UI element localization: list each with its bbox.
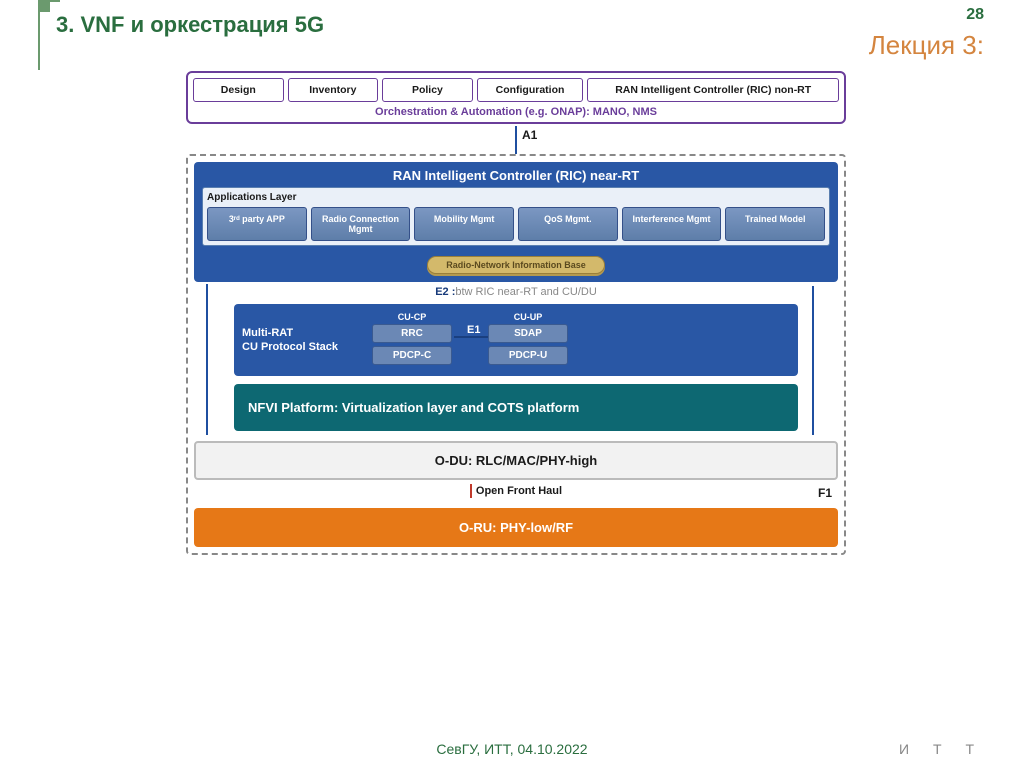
cu-protocol-stack: Multi-RAT CU Protocol Stack E1 CU-CP RRC… <box>234 304 798 376</box>
orchestration-layer: DesignInventoryPolicyConfigurationRAN In… <box>186 71 846 124</box>
open-fronthaul: Open Front Haul <box>194 484 838 504</box>
a1-line <box>515 126 517 154</box>
orchestration-cell: Policy <box>382 78 473 102</box>
cu-cp-block: PDCP-C <box>372 346 452 365</box>
a1-label: A1 <box>522 128 537 142</box>
a1-interface: A1 <box>186 126 846 154</box>
application-cell: QoS Mgmt. <box>518 207 618 241</box>
ric-title: RAN Intelligent Controller (RIC) near-RT <box>200 168 832 183</box>
applications-layer-label: Applications Layer <box>207 192 825 203</box>
slide: 28 3. VNF и оркестрация 5G Лекция 3: Des… <box>0 0 1024 767</box>
cu-up-head: CU-UP <box>488 312 568 322</box>
ofh-tick-icon <box>470 484 472 498</box>
cu-up-block: PDCP-U <box>488 346 568 365</box>
application-cell: Trained Model <box>725 207 825 241</box>
ric-near-rt: RAN Intelligent Controller (RIC) near-RT… <box>194 162 838 282</box>
cu-up-block: SDAP <box>488 324 568 343</box>
application-cell: Mobility Mgmt <box>414 207 514 241</box>
rnib-wrap: Radio-Network Information Base <box>200 256 832 274</box>
orchestration-cell: Inventory <box>288 78 379 102</box>
nfvi-platform: NFVI Platform: Virtualization layer and … <box>234 384 798 431</box>
page-number: 28 <box>966 6 984 24</box>
application-cell: 3ʳᵈ party APP <box>207 207 307 241</box>
architecture-diagram: DesignInventoryPolicyConfigurationRAN In… <box>186 71 846 555</box>
rnib: Radio-Network Information Base <box>427 256 605 274</box>
e1-line <box>454 336 488 338</box>
e2-bold: E2 : <box>435 286 455 298</box>
slide-footer: СевГУ, ИТТ, 04.10.2022 <box>0 741 1024 757</box>
e2-text: btw RIC near-RT and CU/DU <box>455 286 596 298</box>
orchestration-cell: RAN Intelligent Controller (RIC) non-RT <box>587 78 839 102</box>
cu-cp-column: CU-CP RRC PDCP-C <box>372 312 452 368</box>
lecture-label: Лекция 3: <box>869 30 984 61</box>
cu-cp-head: CU-CP <box>372 312 452 322</box>
e2-interface: E2 :btw RIC near-RT and CU/DU <box>194 286 838 298</box>
left-bus-line <box>206 284 208 435</box>
cu-cp-block: RRC <box>372 324 452 343</box>
cu-label-2: CU Protocol Stack <box>242 340 372 354</box>
itt-mark: И Т Т <box>899 741 984 757</box>
o-du: O-DU: RLC/MAC/PHY-high <box>194 441 838 480</box>
f1-line <box>812 286 814 435</box>
e1-label: E1 <box>467 324 480 336</box>
slide-title: 3. VNF и оркестрация 5G <box>56 12 324 38</box>
application-cell: Radio Connection Mgmt <box>311 207 411 241</box>
orchestration-footer: Orchestration & Automation (e.g. ONAP): … <box>193 106 839 118</box>
orchestration-cell: Configuration <box>477 78 584 102</box>
application-cell: Interference Mgmt <box>622 207 722 241</box>
cu-label-1: Multi-RAT <box>242 326 372 340</box>
dashed-container: F1 RAN Intelligent Controller (RIC) near… <box>186 154 846 555</box>
cu-columns: E1 CU-CP RRC PDCP-C CU-UP SDAP PDCP-U <box>372 312 568 368</box>
applications-row: 3ʳᵈ party APPRadio Connection MgmtMobili… <box>207 207 825 241</box>
cu-left-label: Multi-RAT CU Protocol Stack <box>242 326 372 355</box>
orchestration-cell: Design <box>193 78 284 102</box>
o-ru: O-RU: PHY-low/RF <box>194 508 838 547</box>
cu-up-column: CU-UP SDAP PDCP-U <box>488 312 568 368</box>
ofh-label: Open Front Haul <box>476 485 562 497</box>
orchestration-row: DesignInventoryPolicyConfigurationRAN In… <box>193 78 839 102</box>
corner-decoration <box>38 0 60 70</box>
applications-layer: Applications Layer 3ʳᵈ party APPRadio Co… <box>202 187 830 246</box>
slide-header: 3. VNF и оркестрация 5G Лекция 3: <box>48 12 984 61</box>
